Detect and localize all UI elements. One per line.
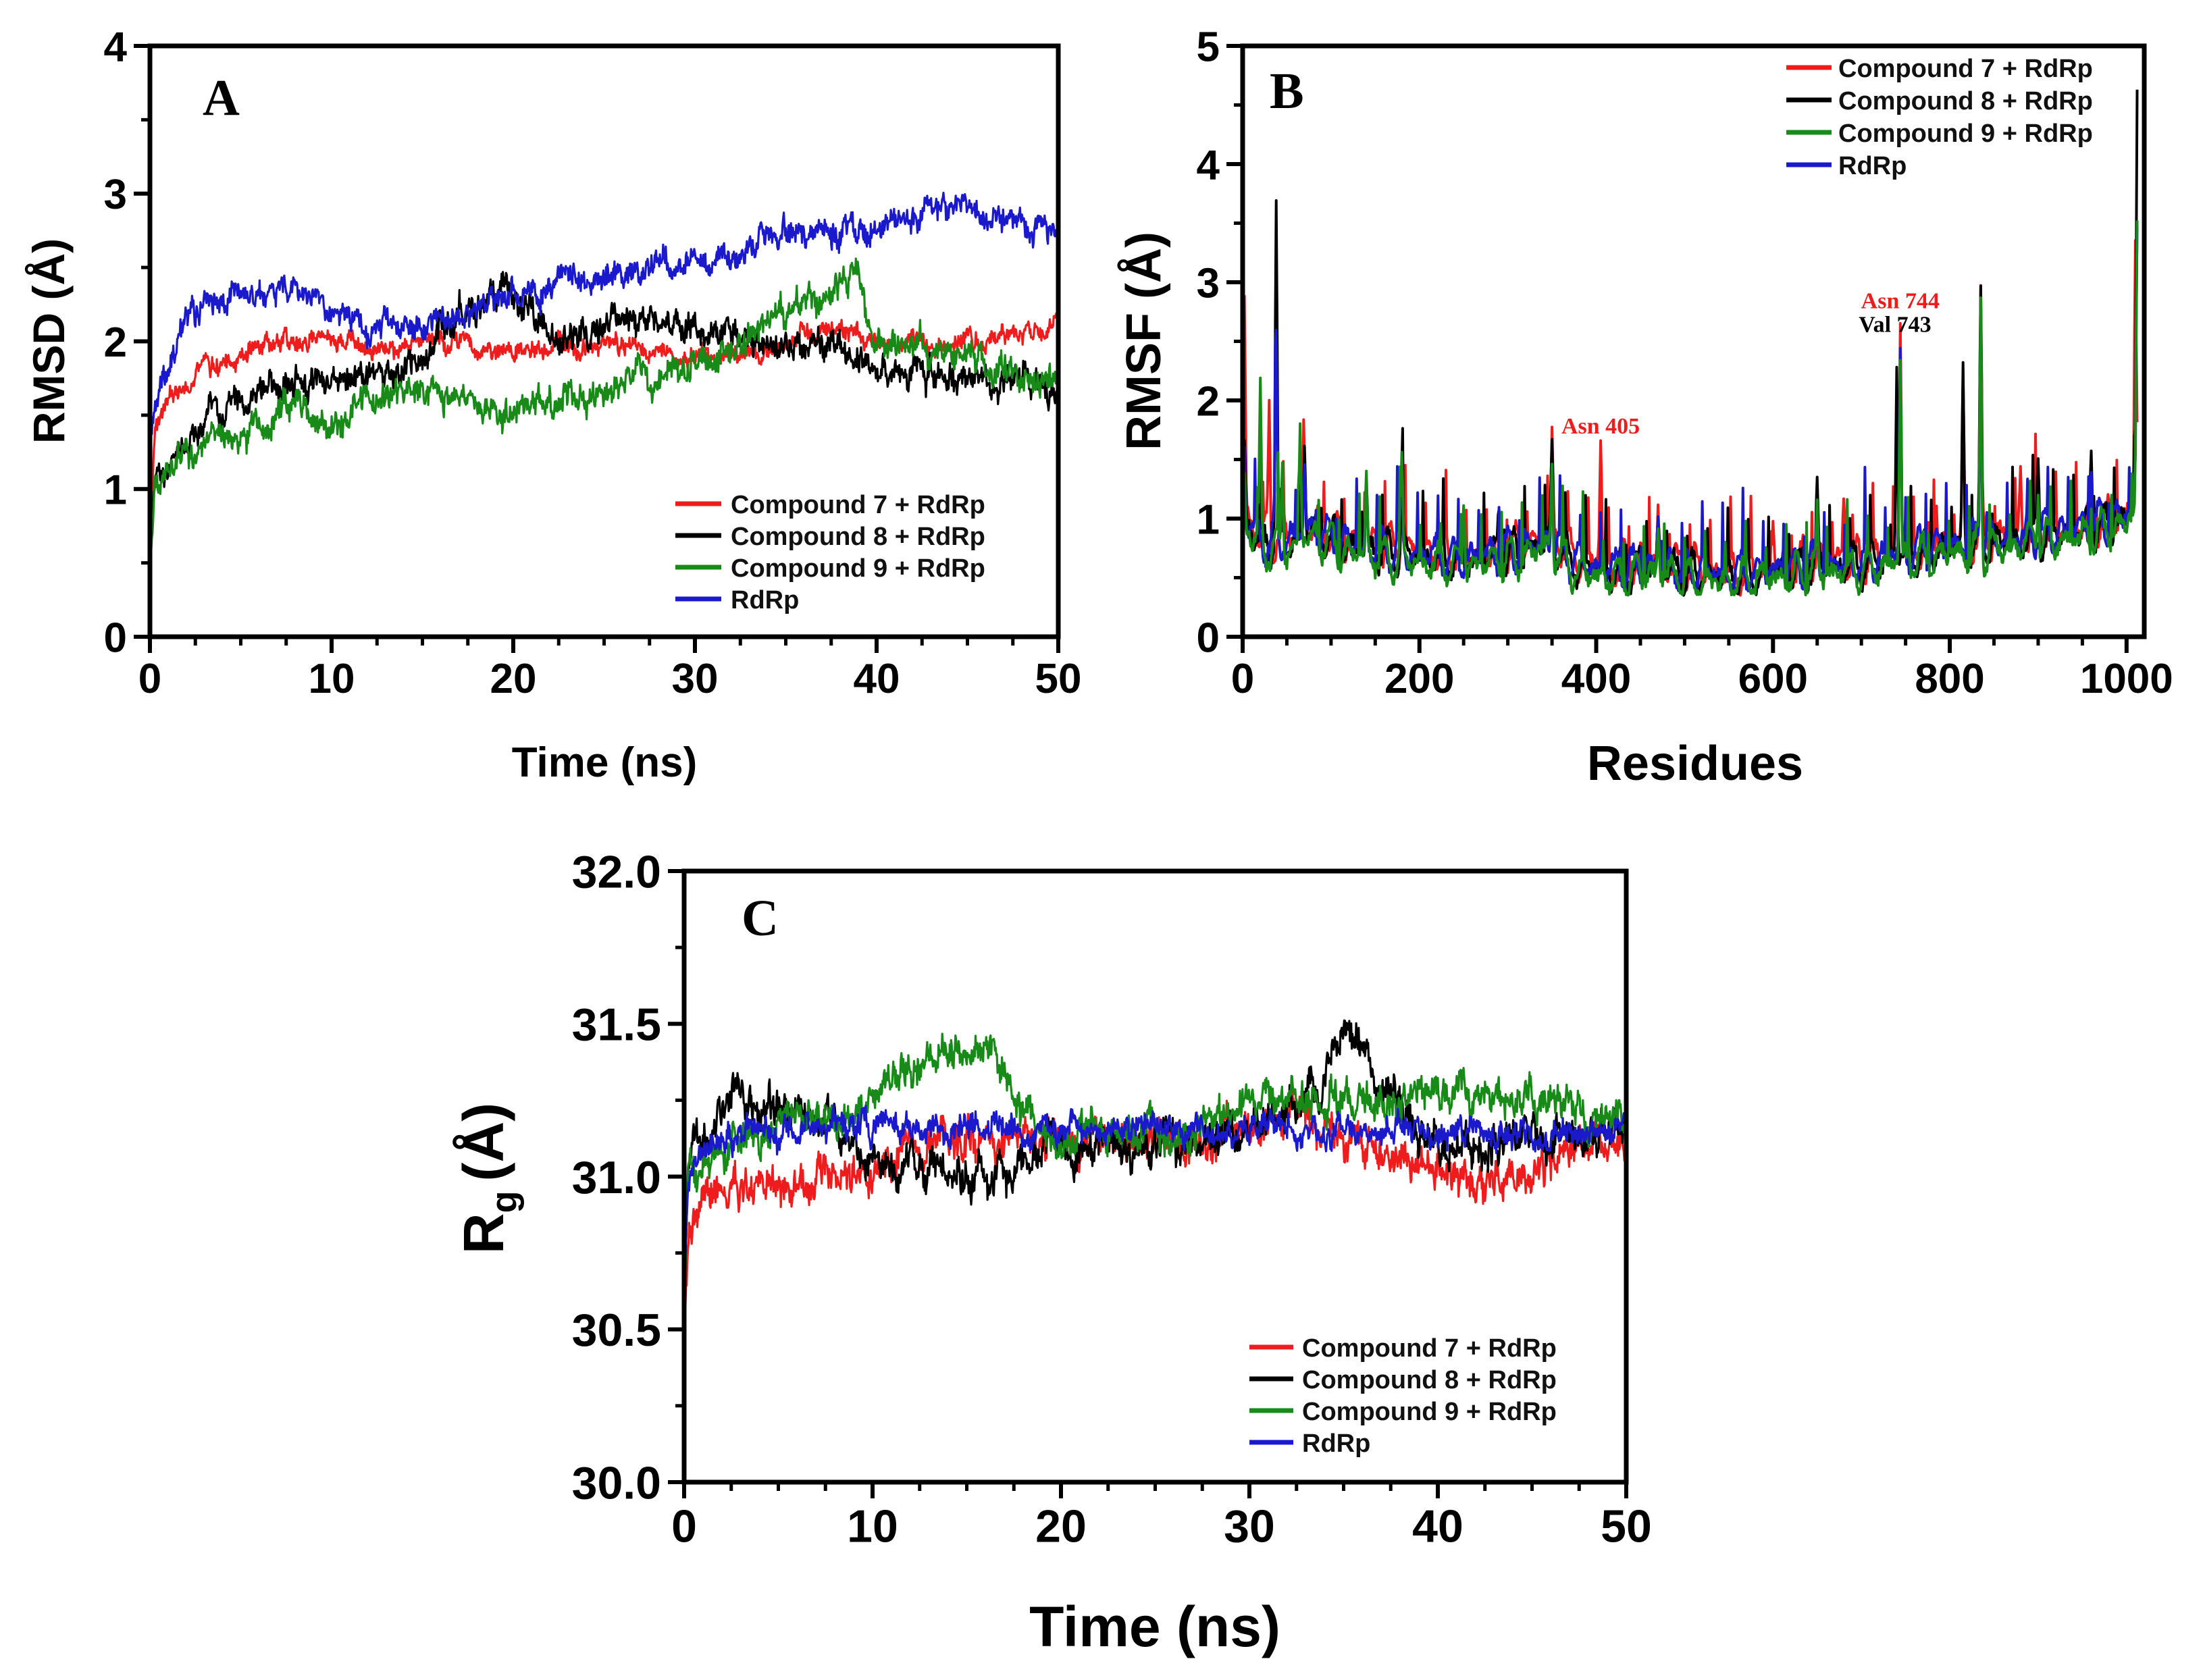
panel-c-x-tick-label: 50: [1601, 1501, 1652, 1552]
panel-a-rmsd-chart: 0 10 20 30 40 50 0 1 2 3 4 A Time (ns) RMSD (Å) Co…: [24, 24, 1081, 786]
panel-c-rg-chart: 0 10 20 30 40 50 30.0 30.5 31.0 31.5 32.0 C Time (…: [452, 846, 1652, 1658]
annotation-val-743: Val 743: [1859, 313, 1931, 338]
panel-c-legend: Compound 7 + RdRp Compound 8 + RdRp Comp…: [1249, 1334, 1557, 1458]
panel-a-y-tick-label: 2: [104, 319, 127, 366]
panel-c-x-tick-label: 30: [1224, 1501, 1275, 1552]
panel-a-x-tick-label: 30: [672, 656, 719, 702]
panel-b-legend: Compound 7 + RdRp Compound 8 + RdRp Comp…: [1786, 55, 2093, 180]
panel-c-series-lines: [684, 1019, 1626, 1374]
svg-text:Rg(Å): Rg (Å): [452, 1103, 525, 1254]
panel-a-x-axis-title: Time (ns): [512, 739, 697, 786]
panel-c-legend-label-rdrp: RdRp: [1302, 1429, 1370, 1458]
panel-a-y-tick-label: 3: [104, 172, 127, 218]
panel-b-x-axis-title: Residues: [1587, 737, 1803, 791]
panel-b-legend-label-compound7: Compound 7 + RdRp: [1838, 55, 2093, 83]
panel-a-legend-label-compound7: Compound 7 + RdRp: [731, 491, 985, 519]
annotation-asn-405: Asn 405: [1561, 414, 1640, 439]
panel-b-legend-label-compound8: Compound 8 + RdRp: [1838, 87, 2093, 115]
panel-b-y-tick-label: 4: [1197, 142, 1220, 188]
panel-b-x-tick-label: 1000: [2080, 656, 2173, 702]
panel-a-y-axis-title: RMSD (Å): [24, 238, 74, 444]
panel-b-legend-label-compound9: Compound 9 + RdRp: [1838, 120, 2093, 148]
panel-a-x-tick-label: 40: [854, 656, 900, 702]
panel-b-y-tick-label: 0: [1197, 614, 1220, 661]
panel-a-ticks: 0 10 20 30 40 50 0 1 2 3 4: [104, 24, 1082, 702]
panel-a-legend-label-rdrp: RdRp: [731, 586, 799, 614]
panel-a-y-tick-label: 1: [104, 467, 127, 514]
panel-c-y-title-subscript: g: [484, 1190, 525, 1213]
panel-a-x-tick-label: 10: [309, 656, 355, 702]
panel-c-legend-label-compound7: Compound 7 + RdRp: [1302, 1334, 1557, 1363]
panel-c-ticks: 0 10 20 30 40 50 30.0 30.5 31.0 31.5 32.0: [572, 846, 1652, 1552]
panel-c-series-compound-8-rdrp: [684, 1019, 1626, 1317]
panel-c-legend-label-compound8: Compound 8 + RdRp: [1302, 1366, 1557, 1394]
panel-c-y-title-main: R: [452, 1213, 515, 1254]
panel-c-y-tick-label: 32.0: [572, 846, 661, 897]
panel-a-series-compound-8-rdrp: [150, 271, 1058, 548]
panel-a-y-tick-label: 0: [104, 614, 127, 661]
panel-c-y-tick-label: 31.5: [572, 999, 661, 1051]
panel-b-y-tick-label: 2: [1197, 378, 1220, 425]
panel-c-legend-label-compound9: Compound 9 + RdRp: [1302, 1398, 1557, 1426]
panel-a-series-compound-9-rdrp: [150, 257, 1058, 558]
panel-a-legend-label-compound9: Compound 9 + RdRp: [731, 554, 985, 583]
panel-a-x-tick-label: 0: [138, 656, 161, 702]
panel-b-y-tick-label: 5: [1197, 24, 1220, 70]
panel-c-y-axis-title: Rg (Å): [452, 1103, 525, 1254]
panel-c-y-tick-label: 31.0: [572, 1152, 661, 1203]
panel-c-letter: C: [742, 890, 779, 947]
panel-b-ticks: 0 200 400 600 800 1000 0 1 2 3 4 5: [1197, 24, 2173, 702]
panel-a-series-lines: [150, 191, 1058, 558]
panel-a-legend: Compound 7 + RdRp Compound 8 + RdRp Comp…: [675, 491, 985, 614]
panel-b-rmsf-chart: 0 200 400 600 800 1000 0 1 2 3 4 5 B Residues RMSF …: [1117, 24, 2173, 791]
panel-c-y-tick-label: 30.0: [572, 1457, 661, 1508]
panel-c-x-tick-label: 20: [1035, 1501, 1087, 1552]
panel-b-y-tick-label: 3: [1197, 260, 1220, 307]
panel-b-y-tick-label: 1: [1197, 496, 1220, 543]
panel-c-series-rdrp: [684, 1103, 1626, 1306]
panel-c-y-title-unit: (Å): [452, 1103, 515, 1182]
panel-a-letter: A: [203, 70, 240, 126]
panel-c-x-tick-label: 40: [1412, 1501, 1463, 1552]
panel-b-series-compound-9-rdrp: [1243, 220, 2139, 597]
panel-c-y-tick-label: 30.5: [572, 1305, 661, 1356]
panel-b-x-tick-label: 600: [1738, 656, 1808, 702]
annotation-asn-744: Asn 744: [1861, 289, 1940, 314]
panel-c-x-tick-label: 0: [671, 1501, 697, 1552]
panel-b-x-tick-label: 400: [1561, 656, 1631, 702]
panel-c-x-axis-title: Time (ns): [1029, 1595, 1280, 1658]
panel-a-y-tick-label: 4: [104, 24, 128, 70]
panel-a-series-rdrp: [150, 191, 1058, 443]
panel-b-x-tick-label: 0: [1231, 656, 1254, 702]
panel-b-annotations: Asn 405 Asn 744 Val 743: [1561, 289, 1940, 440]
panel-b-y-axis-title: RMSF (Å): [1117, 232, 1171, 450]
panel-b-legend-label-rdrp: RdRp: [1838, 152, 1907, 180]
panel-a-legend-label-compound8: Compound 8 + RdRp: [731, 523, 985, 551]
panel-a-x-tick-label: 20: [490, 656, 537, 702]
panel-b-series-lines: [1243, 89, 2139, 597]
panel-b-x-tick-label: 200: [1384, 656, 1454, 702]
panel-b-letter: B: [1270, 63, 1304, 120]
panel-c-x-tick-label: 10: [847, 1501, 898, 1552]
panel-b-x-tick-label: 800: [1915, 656, 1984, 702]
panel-a-x-tick-label: 50: [1035, 656, 1082, 702]
